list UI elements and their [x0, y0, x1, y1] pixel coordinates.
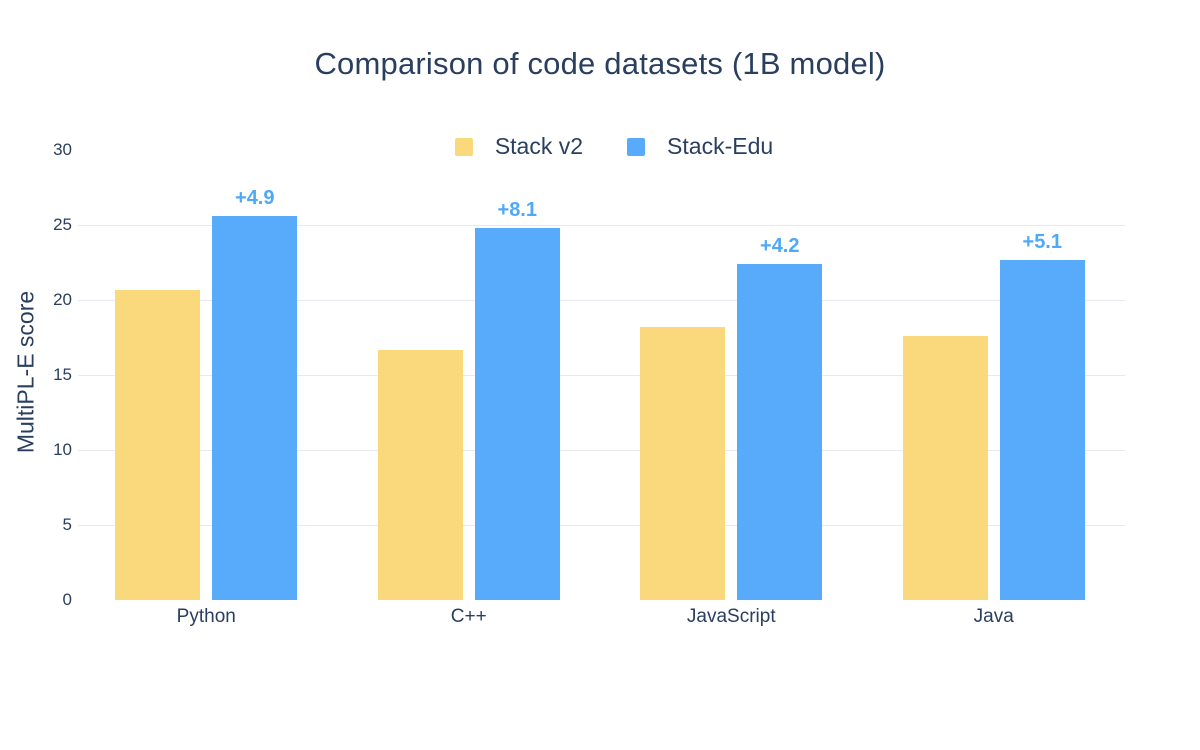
bar-stack-v2-javascript [640, 327, 726, 600]
y-tick-label-15: 15 [53, 365, 72, 384]
gridline-5 [78, 525, 1125, 526]
bar-stack-edu-java [999, 259, 1085, 600]
legend-swatch-stack-edu [627, 137, 646, 156]
gridline-10 [78, 450, 1125, 451]
bar-stack-edu-javascript [737, 264, 823, 600]
bar-stack-edu-c [474, 228, 560, 600]
y-tick-label-25: 25 [53, 215, 72, 234]
gridline-25 [78, 225, 1125, 226]
y-tick-label-10: 10 [53, 440, 72, 459]
legend-item-stack-edu: Stack-Edu [627, 133, 773, 160]
x-axis-label-javascript: JavaScript [686, 606, 776, 627]
y-tick-label-0: 0 [62, 590, 72, 609]
y-tick-label-20: 20 [53, 290, 72, 309]
bar-delta-annotation-javascript: +4.2 [760, 235, 800, 257]
x-axis-label-java: Java [973, 606, 1014, 627]
bar-stack-v2-java [902, 336, 988, 600]
y-tick-label-30: 30 [53, 140, 72, 159]
bar-stack-edu-python [212, 216, 298, 600]
bar-stack-v2-c [377, 349, 463, 600]
bar-delta-annotation-java: +5.1 [1022, 230, 1062, 253]
bar-stack-v2-python [115, 289, 201, 600]
bar-delta-annotation-python: +4.9 [235, 187, 275, 209]
legend-label: Stack-Edu [667, 133, 774, 159]
chart-title: Comparison of code datasets (1B model) [314, 46, 886, 81]
bar-delta-annotation-c: +8.1 [497, 199, 537, 221]
gridline-20 [78, 300, 1125, 301]
gridline-15 [78, 375, 1125, 376]
legend-label: Stack v2 [494, 133, 584, 159]
y-tick-label-5: 5 [62, 515, 72, 534]
legend-swatch-stack-v2 [454, 137, 473, 156]
legend: Stack v2 Stack-Edu [14, 133, 1200, 160]
x-axis-label-c: C++ [450, 606, 487, 627]
x-axis-label-python: Python [176, 606, 236, 627]
legend-item-stack-v2: Stack v2 [454, 133, 584, 160]
